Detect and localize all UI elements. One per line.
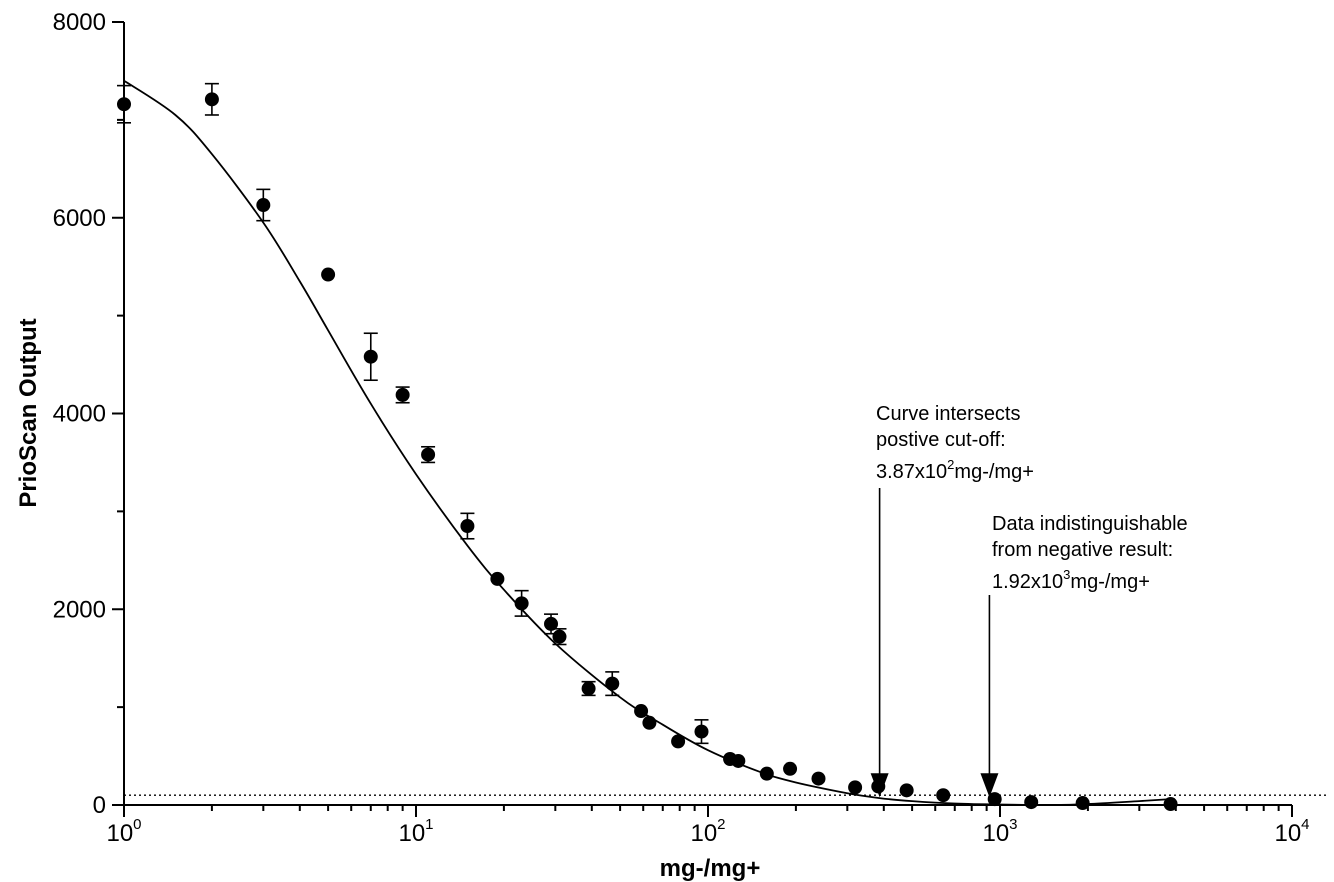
y-tick-label-2: 4000 (53, 401, 106, 428)
annotation-1-line-1: from negative result: (992, 539, 1173, 561)
y-tick-label-4: 8000 (53, 9, 106, 36)
data-point-12 (581, 681, 596, 696)
data-point-13 (605, 676, 620, 691)
data-point-1 (204, 92, 219, 107)
data-point-25 (899, 783, 914, 798)
data-point-7 (460, 519, 475, 534)
annotation-1-arrow-head (980, 773, 999, 798)
y-axis-title: PrioScan Output (15, 318, 42, 507)
data-point-8 (490, 571, 505, 586)
data-point-23 (848, 780, 863, 795)
data-point-21 (783, 761, 798, 776)
y-tick-label-1: 2000 (53, 596, 106, 623)
annotation-1-line-0: Data indistinguishable (992, 513, 1188, 535)
data-point-6 (421, 447, 436, 462)
annotation-layer: Curve intersects postive cut-off: 3.87x102… (870, 403, 1188, 798)
fit-curve (123, 79, 1171, 806)
x-tick-label-4: 104 (1274, 816, 1309, 847)
annotation-1: Data indistinguishable from negative resu… (980, 513, 1188, 798)
x-axis-ticks: 100 101 102 103 104 (106, 805, 1310, 847)
x-tick-label-1: 101 (398, 816, 433, 847)
annotation-1-value: 1.92x103mg-/mg+ (992, 567, 1150, 593)
data-layer (117, 79, 1178, 812)
annotation-0-line-0: Curve intersects (876, 403, 1021, 425)
data-point-11 (552, 629, 567, 644)
data-point-9 (514, 596, 529, 611)
data-point-19 (731, 753, 746, 768)
data-point-2 (256, 198, 271, 213)
data-point-4 (363, 349, 378, 364)
data-point-26 (936, 788, 951, 803)
data-point-28 (1024, 795, 1039, 810)
x-tick-label-3: 103 (982, 816, 1017, 847)
data-point-20 (759, 766, 774, 781)
y-tick-label-0: 0 (93, 792, 106, 819)
data-point-3 (321, 267, 336, 282)
data-point-17 (694, 724, 709, 739)
data-point-10 (544, 616, 559, 631)
x-axis-title: mg-/mg+ (660, 855, 761, 882)
data-point-15 (642, 715, 657, 730)
annotation-0-arrow-head (870, 773, 889, 798)
data-point-16 (671, 734, 686, 749)
annotation-0-line-1: postive cut-off: (876, 429, 1006, 451)
data-point-22 (811, 771, 826, 786)
annotation-0-value: 3.87x102mg-/mg+ (876, 457, 1034, 483)
data-point-29 (1075, 796, 1090, 811)
data-point-14 (634, 704, 649, 719)
annotation-0: Curve intersects postive cut-off: 3.87x102… (870, 403, 1034, 798)
x-tick-label-0: 100 (106, 816, 141, 847)
data-point-27 (987, 792, 1002, 807)
y-axis-ticks: 0 2000 4000 6000 8000 (53, 9, 124, 819)
data-point-5 (395, 387, 410, 402)
x-tick-label-2: 102 (690, 816, 725, 847)
y-tick-label-3: 6000 (53, 205, 106, 232)
